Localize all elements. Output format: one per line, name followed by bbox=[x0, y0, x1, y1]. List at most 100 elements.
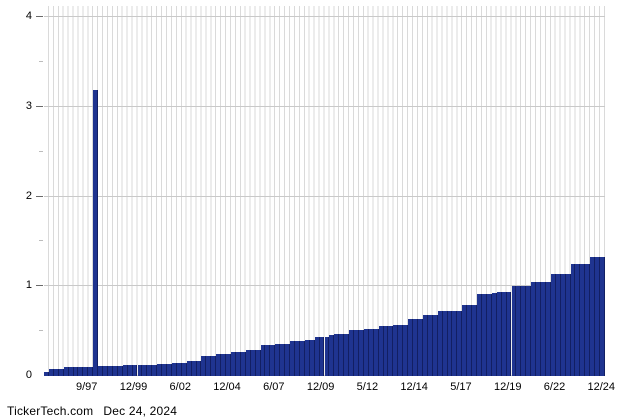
dividend-bar bbox=[521, 286, 527, 376]
dividend-bar bbox=[152, 365, 158, 376]
dividend-bar bbox=[536, 281, 541, 376]
dividend-bar bbox=[191, 360, 197, 376]
x-tick-label-12-04: 12/04 bbox=[213, 381, 241, 393]
dividend-bar bbox=[481, 294, 487, 376]
x-tick-label-12-09: 12/09 bbox=[306, 381, 335, 393]
dividend-bar bbox=[250, 349, 256, 376]
dividend-bar bbox=[427, 314, 433, 376]
dividend-bar bbox=[314, 336, 320, 376]
dividend-bar bbox=[560, 273, 566, 376]
dividend-bar bbox=[240, 351, 246, 376]
x-tick-label-12-19: 12/19 bbox=[493, 381, 522, 393]
y-tick-label-0: 0 bbox=[25, 369, 32, 381]
dividend-bar bbox=[290, 341, 295, 376]
dividend-bar bbox=[157, 364, 163, 376]
dividend-bar bbox=[285, 343, 291, 376]
dividend-bar bbox=[63, 367, 69, 376]
x-tick-label-12-14: 12/14 bbox=[400, 381, 428, 393]
dividend-bar bbox=[171, 362, 177, 376]
x-tick-label-6-02: 6/02 bbox=[169, 381, 191, 393]
dividend-bar bbox=[516, 286, 522, 376]
dividend-bar bbox=[68, 367, 74, 376]
dividend-bar bbox=[127, 365, 133, 376]
dividend-bar bbox=[196, 360, 202, 376]
dividend-bar bbox=[107, 366, 113, 376]
dividend-bar bbox=[147, 365, 153, 376]
dividend-bar bbox=[565, 273, 571, 376]
dividend-bar bbox=[570, 263, 576, 376]
y-gridline-3 bbox=[44, 105, 605, 107]
dividend-bar bbox=[363, 329, 369, 376]
dividend-bar bbox=[393, 324, 399, 376]
dividend-bar bbox=[309, 340, 315, 376]
dividend-bar bbox=[201, 356, 207, 376]
dividend-bar bbox=[545, 281, 551, 376]
dividend-bar bbox=[413, 319, 418, 376]
x-axis: 9/97 12/99 6/02 12/04 6/07 12/09 5/12 12/14 5/17… bbox=[44, 381, 615, 395]
dividend-bar bbox=[462, 305, 468, 376]
dividend-bar bbox=[344, 333, 350, 376]
dividend-bar bbox=[585, 263, 591, 376]
dividend-bar bbox=[432, 314, 438, 376]
dividend-bar bbox=[555, 273, 561, 376]
dividend-bar bbox=[112, 366, 118, 376]
dividend-bar bbox=[294, 341, 300, 376]
dividend-bar bbox=[181, 362, 187, 376]
dividend-bar bbox=[383, 325, 389, 376]
dividend-bar bbox=[176, 362, 182, 376]
dividend-bar bbox=[255, 349, 261, 376]
dividend-bar bbox=[373, 329, 379, 376]
dividend-bar bbox=[304, 340, 310, 376]
dividend-bar bbox=[511, 286, 517, 376]
y-major-tick bbox=[36, 16, 43, 17]
y-major-tick bbox=[36, 105, 43, 107]
dividend-bar bbox=[226, 354, 231, 376]
dividend-bar bbox=[235, 351, 241, 376]
chart-footer: TickerTech.com Dec 24, 2024 bbox=[7, 404, 177, 418]
chart-date: Dec 24, 2024 bbox=[103, 404, 178, 418]
dividend-bar bbox=[491, 292, 497, 376]
plot-area bbox=[36, 6, 605, 376]
dividend-bar bbox=[329, 334, 335, 376]
dividend-bar bbox=[452, 311, 458, 376]
dividend-bar bbox=[275, 343, 281, 376]
y-major-tick bbox=[36, 195, 43, 197]
y-axis: 0 1 2 3 4 bbox=[0, 6, 34, 381]
dividend-bar bbox=[260, 344, 266, 376]
dividend-bar bbox=[265, 344, 271, 376]
dividend-bar bbox=[467, 305, 473, 376]
dividend-bar bbox=[378, 325, 384, 376]
dividend-bar bbox=[422, 314, 428, 376]
y-minor-tick bbox=[39, 240, 43, 242]
dividend-bar bbox=[162, 364, 167, 376]
dividend-bar bbox=[280, 343, 286, 376]
dividend-bar bbox=[457, 311, 463, 376]
y-minor-tick bbox=[39, 330, 43, 332]
dividend-bar bbox=[83, 367, 89, 376]
dividend-bar bbox=[408, 319, 414, 376]
dividend-bar bbox=[486, 294, 492, 376]
y-gridline-2 bbox=[44, 195, 605, 197]
dividend-bar bbox=[245, 349, 251, 376]
dividend-bar bbox=[472, 305, 478, 376]
dividend-bar bbox=[137, 365, 143, 376]
x-tick-label-6-22: 6/22 bbox=[543, 381, 566, 393]
dividend-bar bbox=[211, 356, 217, 376]
special-dividend-bar bbox=[93, 89, 99, 376]
y-tick-label-4: 4 bbox=[25, 10, 32, 22]
dividend-bar bbox=[501, 291, 507, 376]
dividend-bar bbox=[575, 263, 581, 376]
dividend-bar bbox=[447, 311, 453, 376]
dividend-bar bbox=[58, 368, 64, 376]
dividend-bar bbox=[418, 319, 423, 376]
dividend-bar bbox=[437, 311, 443, 376]
dividend-bar bbox=[526, 286, 532, 376]
dividend-bar bbox=[496, 291, 502, 376]
dividend-bar bbox=[388, 325, 394, 376]
dividend-bar bbox=[349, 330, 354, 376]
dividend-bar bbox=[88, 367, 94, 376]
x-tick-label-6-07: 6/07 bbox=[263, 381, 285, 393]
dividend-bar bbox=[142, 365, 148, 376]
y-gridline-1 bbox=[44, 285, 605, 287]
dividend-bar bbox=[358, 330, 364, 376]
